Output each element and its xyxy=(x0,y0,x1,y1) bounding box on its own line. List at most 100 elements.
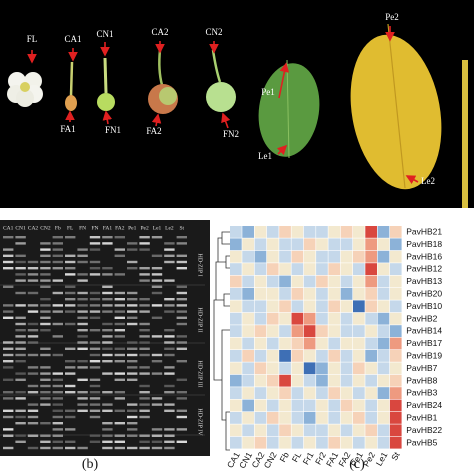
heat-cell xyxy=(377,399,390,412)
gel-band xyxy=(139,440,150,443)
gel-band xyxy=(15,341,26,344)
gel-band xyxy=(77,391,88,394)
gel-band xyxy=(65,285,76,288)
gel-band xyxy=(27,279,39,282)
heat-cell xyxy=(303,312,316,325)
gel-band xyxy=(40,322,51,326)
photo-label: Pe2 xyxy=(385,12,399,22)
row-label: PavHB12 xyxy=(406,264,442,274)
gel-band xyxy=(114,236,125,239)
gel-band xyxy=(52,322,63,326)
gel-band xyxy=(52,422,63,425)
photo-label: CN1 xyxy=(96,29,113,39)
photo-label: FL xyxy=(27,34,38,44)
gel-band xyxy=(164,304,175,307)
heat-cell xyxy=(291,288,304,300)
gel-band xyxy=(89,291,101,295)
gel-band xyxy=(3,347,14,350)
gel-band xyxy=(52,391,63,394)
heat-cell xyxy=(254,288,267,300)
heat-cell xyxy=(365,325,377,337)
gel-band xyxy=(15,267,26,270)
gel-band xyxy=(52,397,63,400)
heat-cell xyxy=(291,226,304,238)
heat-cell xyxy=(230,424,242,437)
heat-cell xyxy=(230,387,242,399)
gel-band xyxy=(27,384,39,388)
gel-band xyxy=(89,384,101,388)
gel-band xyxy=(77,298,88,301)
gel-band xyxy=(27,329,39,332)
photo-label: CN2 xyxy=(205,27,222,37)
heat-cell xyxy=(266,300,279,313)
heat-cell xyxy=(316,325,328,337)
heat-cell xyxy=(340,350,353,362)
heat-cell xyxy=(328,374,341,387)
gel-band xyxy=(3,378,14,381)
gel-band xyxy=(89,440,101,443)
gel-band xyxy=(52,279,63,282)
heat-cell xyxy=(389,226,402,238)
gel-band xyxy=(139,298,150,301)
gel-band xyxy=(65,446,76,450)
heat-cell xyxy=(279,250,291,263)
gel-band xyxy=(102,304,113,307)
gel-band xyxy=(114,372,125,375)
gel-band xyxy=(151,254,163,257)
lane-label: Le1 xyxy=(153,225,162,231)
heat-cell xyxy=(291,399,304,412)
heat-cell xyxy=(377,337,390,350)
heat-cell xyxy=(365,399,377,412)
gel-band xyxy=(89,236,101,239)
gel-band xyxy=(151,428,163,431)
heat-cell xyxy=(377,250,390,263)
gel-band xyxy=(15,236,26,239)
heat-cell xyxy=(303,226,316,238)
gel-band xyxy=(27,304,39,307)
gel-band xyxy=(176,378,187,381)
heat-cell xyxy=(328,399,341,412)
gel-band xyxy=(176,267,187,270)
heat-cell xyxy=(279,350,291,362)
heat-cell xyxy=(254,436,267,449)
heat-cell xyxy=(291,350,304,362)
heat-cell xyxy=(266,374,279,387)
gel-band xyxy=(27,267,39,270)
photo-label: FA1 xyxy=(60,124,75,134)
heat-cell xyxy=(365,387,377,399)
heat-cell xyxy=(291,412,304,424)
heat-cell xyxy=(389,362,402,375)
heat-cell xyxy=(353,300,365,313)
gel-band xyxy=(164,428,175,431)
gel-band xyxy=(139,322,150,326)
gel-band xyxy=(176,260,187,264)
heat-cell xyxy=(389,436,402,449)
gel-band xyxy=(3,428,14,431)
heat-cell xyxy=(328,275,341,288)
row-label: PavHB13 xyxy=(406,276,442,286)
gel-band xyxy=(15,273,26,276)
heat-cell xyxy=(328,300,341,313)
gel-band xyxy=(139,335,150,338)
gel-band xyxy=(164,298,175,301)
row-label: PavHB16 xyxy=(406,251,442,261)
gel-band xyxy=(65,304,76,307)
heat-cell xyxy=(242,275,254,288)
gel-band xyxy=(164,353,175,357)
gel-band xyxy=(139,391,150,394)
heat-cell xyxy=(242,362,254,375)
gel-band xyxy=(127,366,138,369)
heat-cell xyxy=(353,387,365,399)
gel-band xyxy=(102,242,113,245)
heat-cell xyxy=(328,263,341,275)
heat-cell xyxy=(303,436,316,449)
heat-cell xyxy=(242,350,254,362)
heat-cell xyxy=(365,436,377,449)
heat-cell xyxy=(316,263,328,275)
gel-band xyxy=(52,415,63,419)
heat-cell xyxy=(254,362,267,375)
lane-label: FA2 xyxy=(115,225,125,231)
heat-cell xyxy=(389,312,402,325)
heat-cell xyxy=(230,238,242,251)
gel-band xyxy=(114,409,125,412)
